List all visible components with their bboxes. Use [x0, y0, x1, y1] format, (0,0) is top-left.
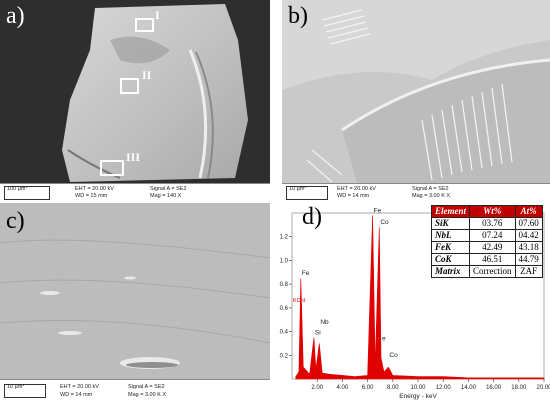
scale-bar — [4, 384, 46, 398]
info-bar: 10 µm* EHT = 20.00 kV WD = 14 mm Signal … — [282, 183, 550, 200]
value-cell: 44.79 — [514, 253, 543, 266]
value-cell: 07.60 — [514, 217, 543, 230]
eht-text: EHT = 20.00 kV — [75, 186, 114, 192]
table-row: SiK 03.76 07.60 — [431, 217, 543, 230]
wd-text: WD = 14 mm — [60, 392, 93, 398]
table-row: Matrix Correction ZAF — [431, 265, 543, 278]
table-row: NbL 07.24 04.42 — [431, 229, 543, 242]
y-tick-label: 0.8 — [280, 282, 289, 288]
y-tick-label: 0.2 — [280, 353, 289, 359]
info-bar: 100 µm* EHT = 20.00 kV WD = 15 mm Signal… — [0, 183, 270, 200]
scale-text: 10 µm* — [289, 186, 307, 192]
element-cell: Matrix — [431, 265, 470, 278]
table-header-cell: At% — [514, 205, 543, 218]
peak-label: e — [382, 335, 386, 342]
peak-label: Si — [315, 330, 321, 337]
signal-text: Signal A = SE2 — [128, 384, 165, 390]
y-tick-label: 0.4 — [280, 330, 289, 336]
element-cell: SiK — [431, 217, 470, 230]
peak-label: Co — [389, 352, 398, 359]
signal-text: Signal A = SE2 — [150, 186, 187, 192]
mag-text: Mag = 3.00 K X — [128, 392, 167, 398]
table-header-cell: Element — [431, 205, 470, 218]
wd-text: WD = 14 mm — [337, 193, 370, 199]
sem-image-a — [0, 0, 270, 200]
panel-label: d) — [302, 204, 322, 230]
eht-text: EHT = 20.00 kV — [60, 384, 99, 390]
composition-table: Element Wt% At% SiK 03.76 07.60 NbL 07.24 04.42… — [431, 205, 543, 278]
region-box — [135, 18, 154, 32]
panel-label: c) — [6, 208, 25, 234]
info-bar: 10 µm* EHT = 20.00 kV WD = 14 mm Signal … — [0, 379, 270, 403]
panel-label: a) — [6, 3, 25, 29]
x-tick-label: 2.00 — [311, 385, 323, 391]
element-cell: FeK — [431, 241, 470, 254]
value-cell: 03.76 — [469, 217, 516, 230]
region-label: II — [142, 68, 152, 82]
panel-c: c) 10 µm* EHT = 20.00 kV WD = 14 mm Sign… — [0, 203, 270, 403]
y-axis-label: KCnt — [293, 298, 306, 304]
table-body: SiK 03.76 07.60 NbL 07.24 04.42 FeK 42.49 43.18 C… — [431, 217, 543, 278]
x-tick-label: 8.00 — [387, 385, 399, 391]
panel-a: I II III a) 100 µm* EHT = 20.00 kV WD = … — [0, 0, 270, 200]
peak-label: Fe — [302, 270, 310, 277]
value-cell: Correction — [469, 265, 516, 278]
value-cell: 46.51 — [469, 253, 516, 266]
signal-text: Signal A = SE2 — [412, 186, 449, 192]
spectrum-series — [295, 215, 545, 380]
y-tick-label: 1.2 — [280, 235, 289, 241]
peak-label: Co — [380, 219, 389, 226]
scale-bar — [4, 186, 50, 200]
value-cell: 43.18 — [514, 241, 543, 254]
x-tick-label: 10.00 — [410, 385, 426, 391]
table-row: CoK 46.51 44.79 — [431, 253, 543, 266]
y-tick-label: 1.0 — [280, 258, 289, 264]
peak-label: Fe — [374, 207, 382, 214]
x-tick-label: 20.00 — [536, 385, 550, 391]
table-header-row: Element Wt% At% — [431, 205, 543, 218]
x-tick-label: 12.00 — [436, 385, 452, 391]
element-cell: NbL — [431, 229, 470, 242]
x-tick-label: 6.00 — [362, 385, 374, 391]
value-cell: 04.42 — [514, 229, 543, 242]
table-row: FeK 42.49 43.18 — [431, 241, 543, 254]
panel-d: 2.00 4.00 6.00 8.00 10.00 12.00 14.00 16.00 18.0… — [278, 203, 550, 403]
mag-text: Mag = 3.00 K X — [412, 193, 451, 199]
region-box — [100, 160, 124, 176]
scale-text: 10 µm* — [7, 384, 25, 390]
value-cell: 42.49 — [469, 241, 516, 254]
region-label: I — [155, 8, 160, 22]
region-label: III — [126, 150, 141, 164]
sem-image-b — [282, 0, 550, 200]
panel-b: b) 10 µm* EHT = 20.00 kV WD = 14 mm Sign… — [282, 0, 550, 200]
x-tick-label: 16.00 — [486, 385, 502, 391]
x-tick-label: 14.00 — [461, 385, 477, 391]
x-tick-label: 4.00 — [337, 385, 349, 391]
sem-image-c — [0, 203, 270, 403]
table-header-cell: Wt% — [469, 205, 516, 218]
x-tick-label: 18.00 — [511, 385, 527, 391]
value-cell: ZAF — [514, 265, 543, 278]
y-tick-label: 0.6 — [280, 306, 289, 312]
wd-text: WD = 15 mm — [75, 193, 108, 199]
scale-text: 100 µm* — [7, 186, 28, 192]
region-box — [120, 78, 139, 94]
eht-text: EHT = 20.00 kV — [337, 186, 376, 192]
mag-text: Mag = 140 X — [150, 193, 182, 199]
scale-bar — [286, 186, 328, 200]
peak-label: Nb — [320, 319, 329, 326]
element-cell: CoK — [431, 253, 470, 266]
panel-label: b) — [288, 3, 308, 29]
x-axis-label: Energy - keV — [399, 393, 437, 400]
value-cell: 07.24 — [469, 229, 516, 242]
